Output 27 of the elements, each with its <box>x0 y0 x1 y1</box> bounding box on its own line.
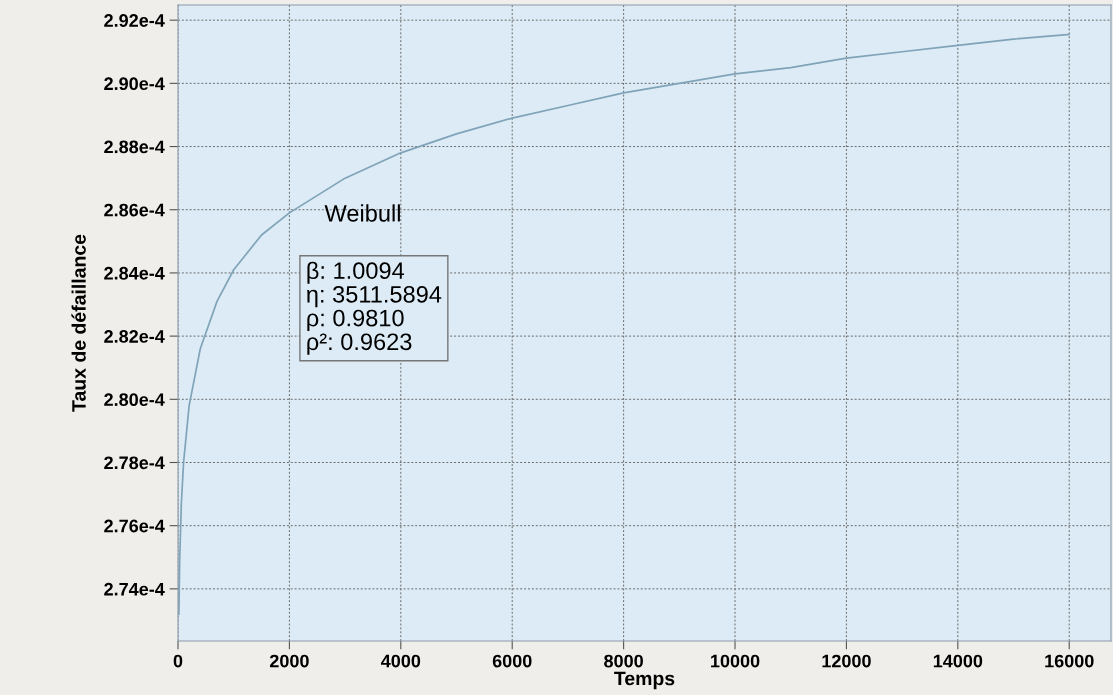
x-tick-label: 16000 <box>1045 654 1094 668</box>
x-tick-label: 2000 <box>269 654 309 668</box>
x-tick-label: 14000 <box>933 654 983 668</box>
y-tick-label: 2.82e-4 <box>104 330 165 343</box>
annotation: ρ: 0.9810 <box>307 309 404 332</box>
x-tick-label: 6000 <box>492 654 532 668</box>
x-tick-label: 12000 <box>822 654 871 668</box>
x-tick-label: 10000 <box>711 654 760 668</box>
y-tick-label: 2.90e-4 <box>104 77 165 91</box>
y-tick-label: 2.92e-4 <box>104 14 165 27</box>
y-tick-label: 2.80e-4 <box>104 393 165 407</box>
x-tick-label: 8000 <box>604 654 643 668</box>
y-tick-label: 2.84e-4 <box>104 266 165 280</box>
y-axis-title: Taux de défaillance <box>71 234 86 412</box>
annotation: η: 3511.5894 <box>307 285 442 308</box>
x-axis-title: Temps <box>614 671 675 690</box>
y-tick-label: 2.74e-4 <box>104 582 165 596</box>
y-tick-label: 2.86e-4 <box>104 203 165 217</box>
annotation: Weibull <box>324 204 400 222</box>
x-tick-label: 0 <box>173 654 183 668</box>
annotation: ρ²: 0.9623 <box>307 333 412 355</box>
line-series <box>178 33 1071 615</box>
x-tick-label: 4000 <box>381 654 421 668</box>
y-tick-label: 2.88e-4 <box>104 140 165 154</box>
annotation: β: 1.0094 <box>307 261 405 284</box>
y-tick-label: 2.78e-4 <box>104 456 165 470</box>
y-tick-label: 2.76e-4 <box>104 519 165 533</box>
